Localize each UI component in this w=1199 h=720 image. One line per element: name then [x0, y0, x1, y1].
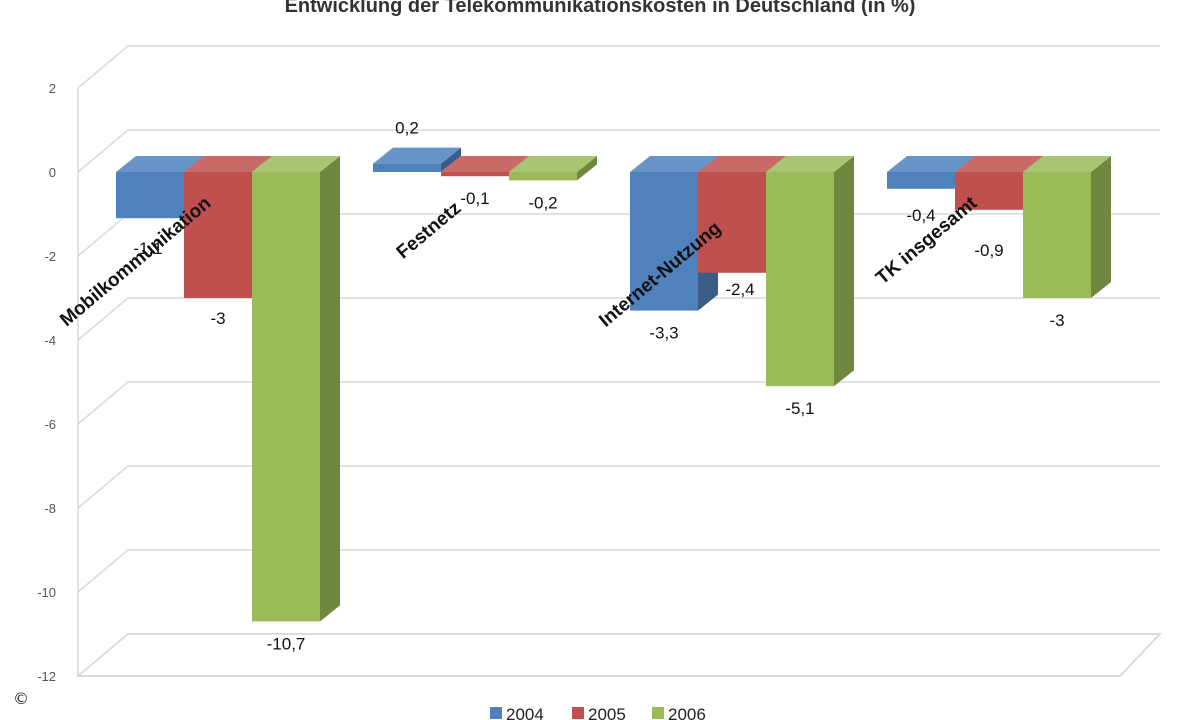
data-label: -0,1 [460, 189, 489, 208]
bar-2006-3 [1023, 156, 1111, 298]
legend-label: 2004 [506, 705, 544, 720]
bar-front [184, 172, 252, 298]
gridline [77, 633, 1160, 677]
bar-2006-2 [766, 156, 854, 387]
bar-top [1023, 156, 1111, 172]
bar-side [577, 156, 597, 181]
data-label: -5,1 [785, 399, 814, 418]
bar-front [698, 172, 766, 273]
data-label: -0,4 [906, 206, 935, 225]
bar-front [373, 163, 441, 172]
bar-side [320, 156, 340, 622]
bar-side [1091, 156, 1111, 298]
chart-floor [75, 633, 1162, 677]
y-tick-label: -6 [44, 417, 56, 432]
legend-label: 2005 [588, 705, 626, 720]
data-label: -3 [1049, 311, 1064, 330]
legend-item-2005: 2005 [572, 705, 626, 720]
bar-top [766, 156, 854, 172]
bar-front [887, 172, 955, 189]
y-tick-label: -12 [37, 669, 56, 684]
category-label: Festnetz [393, 198, 466, 264]
bar-front [116, 172, 184, 219]
bar-front [1023, 172, 1091, 298]
data-label: -2,4 [725, 280, 754, 299]
bar-side [834, 156, 854, 387]
bar-front [441, 172, 509, 177]
gridlines [77, 45, 1160, 677]
gridline [77, 45, 1160, 89]
bar-top [955, 156, 1043, 172]
bar-2006-1 [509, 156, 597, 181]
data-label: -0,9 [974, 241, 1003, 260]
bar-top [373, 147, 461, 164]
bars [116, 147, 1111, 622]
gridline [77, 129, 1160, 173]
legend-item-2006: 2006 [652, 705, 706, 720]
data-label: 0,2 [395, 119, 419, 138]
bar-top [698, 156, 786, 172]
data-label: -1,1 [133, 239, 162, 258]
y-tick-label: -10 [37, 585, 56, 600]
data-label: -0,2 [528, 193, 557, 212]
bar-top [887, 156, 975, 172]
legend: 2004 2005 2006 [490, 705, 706, 720]
legend-swatch [652, 707, 664, 719]
bar-side [441, 147, 461, 172]
gridline [77, 381, 1160, 425]
legend-swatch [572, 707, 584, 719]
bar-front [509, 172, 577, 181]
bar-2006-0 [252, 156, 340, 622]
data-label: -10,7 [267, 634, 306, 653]
chart-title: Entwicklung der Telekommunikationskosten… [285, 0, 916, 17]
bar-front [766, 172, 834, 387]
copyright-icon: © [10, 688, 32, 710]
chart-floor-outline [75, 633, 1162, 677]
bar-top [184, 156, 272, 172]
y-axis-ticks: 2 0 -2 -4 -6 -8 -10 -12 [37, 81, 56, 684]
bar-top [630, 156, 718, 172]
legend-item-2004: 2004 [490, 705, 544, 720]
gridline [77, 465, 1160, 509]
bar-top [252, 156, 340, 172]
y-tick-label: 2 [49, 81, 56, 96]
y-tick-label: -8 [44, 501, 56, 516]
legend-swatch [490, 707, 502, 719]
bar-front [630, 172, 698, 311]
bar-top [116, 156, 204, 172]
y-tick-label: -2 [44, 249, 56, 264]
data-label: -3 [210, 309, 225, 328]
bar-front [252, 172, 320, 622]
bar-front [955, 172, 1023, 210]
data-label: -3,3 [649, 324, 678, 343]
y-tick-label: -4 [44, 333, 56, 348]
bar-top [441, 156, 529, 172]
legend-label: 2006 [668, 705, 706, 720]
bar-top [509, 156, 597, 172]
y-tick-label: 0 [49, 165, 56, 180]
gridline [77, 549, 1160, 593]
bar-2004-1 [373, 147, 461, 172]
data-labels: -1,1 -3 -10,7 0,2 -0,1 -0,2 -3,3 -2,4 -5,1 -0,4 -0… [133, 119, 1064, 654]
